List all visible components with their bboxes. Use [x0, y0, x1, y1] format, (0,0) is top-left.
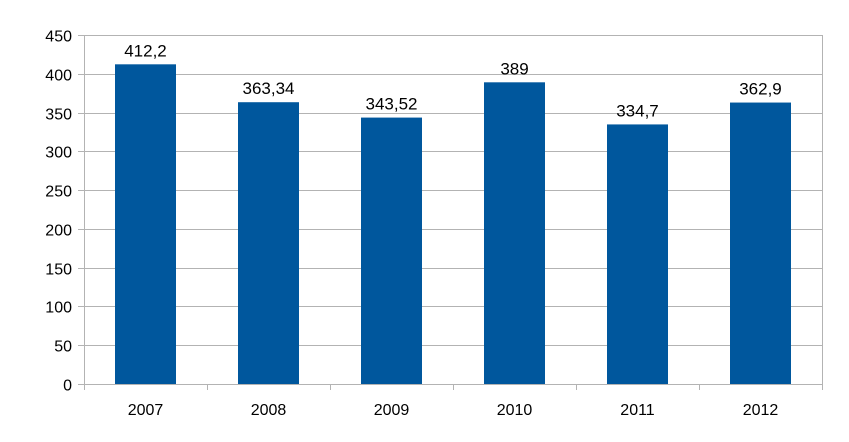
y-tick-label: 150: [45, 262, 72, 279]
bar-2007: [115, 64, 176, 384]
y-axis-ticks: 0 50 100 150 200 250 300 350 400 450: [45, 29, 72, 395]
data-label-2011: 334,7: [616, 101, 659, 120]
x-axis-ticks: 2007 2008 2009 2010 2011 2012: [128, 402, 779, 419]
data-label-2008: 363,34: [243, 79, 295, 98]
y-tick-label: 350: [45, 107, 72, 124]
x-tick-label: 2012: [743, 402, 779, 419]
x-tick-label: 2008: [251, 402, 287, 419]
y-tick-label: 300: [45, 145, 72, 162]
bar-2011: [607, 124, 668, 384]
data-label-2007: 412,2: [124, 41, 167, 60]
data-label-2010: 389: [500, 59, 528, 78]
y-tick-label: 400: [45, 68, 72, 85]
data-labels: 412,2 363,34 343,52 389 334,7 362,9: [124, 41, 782, 120]
x-tick-label: 2009: [374, 402, 410, 419]
y-tick-label: 50: [54, 339, 72, 356]
x-tick-label: 2010: [497, 402, 533, 419]
x-tick-label: 2007: [128, 402, 164, 419]
bar-2010: [484, 82, 545, 384]
x-tick-label: 2011: [620, 402, 655, 419]
y-tick-label: 100: [45, 300, 72, 317]
data-label-2009: 343,52: [366, 95, 418, 114]
y-tick-label: 250: [45, 184, 72, 201]
bar-2009: [361, 117, 422, 385]
bar-2008: [238, 102, 299, 384]
y-tick-label: 0: [63, 378, 72, 395]
bar-2012: [730, 102, 791, 384]
y-tick-label: 450: [45, 29, 72, 46]
y-tick-label: 200: [45, 223, 72, 240]
bars: [115, 64, 791, 385]
gridlines: [78, 35, 823, 390]
data-label-2012: 362,9: [739, 80, 782, 99]
